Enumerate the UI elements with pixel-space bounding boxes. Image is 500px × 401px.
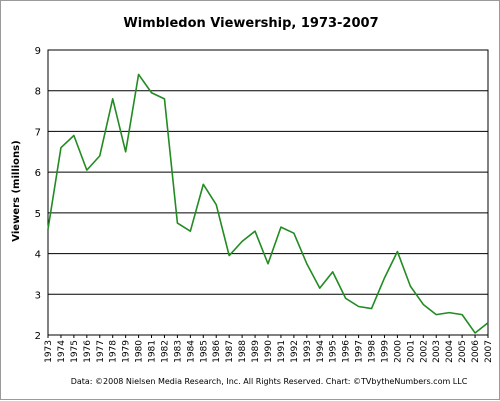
data-point-1981 [150, 91, 153, 94]
x-tick-label: 1991 [277, 340, 287, 363]
data-point-2000 [396, 250, 399, 253]
data-point-1973 [47, 228, 50, 231]
x-tick-label: 1986 [212, 340, 222, 363]
x-tick-label: 1987 [225, 340, 235, 363]
data-point-1978 [111, 97, 114, 100]
y-tick-label: 2 [35, 331, 41, 342]
x-tick-label: 1997 [355, 340, 365, 363]
x-tick-label: 1977 [96, 340, 106, 363]
data-point-1989 [254, 230, 257, 233]
x-tick-label: 1989 [251, 340, 261, 363]
data-point-1999 [383, 277, 386, 280]
data-point-1995 [331, 270, 334, 273]
data-point-1990 [267, 262, 270, 265]
y-tick-label: 6 [35, 168, 41, 179]
x-tick-label: 1996 [342, 340, 352, 363]
x-tick-label: 1973 [44, 340, 54, 363]
data-point-1994 [318, 287, 321, 290]
x-tick-label: 1974 [57, 340, 67, 363]
x-tick-label: 2004 [445, 340, 455, 363]
x-tick-label: 1978 [109, 340, 119, 363]
data-point-2002 [422, 303, 425, 306]
data-point-1996 [344, 297, 347, 300]
data-point-1992 [292, 232, 295, 235]
x-tick-label: 2007 [484, 340, 494, 363]
data-point-2001 [409, 285, 412, 288]
data-point-1977 [98, 154, 101, 157]
y-tick-label: 5 [35, 209, 41, 220]
y-axis-label: Viewers (millions) [11, 140, 22, 241]
data-point-1976 [85, 169, 88, 172]
series-group [47, 73, 490, 334]
data-point-1987 [228, 254, 231, 257]
x-tick-label: 1992 [290, 340, 300, 363]
data-point-2003 [435, 313, 438, 316]
data-point-1997 [357, 305, 360, 308]
x-tick-label: 1998 [368, 340, 378, 363]
data-point-1991 [279, 226, 282, 229]
x-tick-label: 1994 [316, 340, 326, 363]
y-tick-labels: 2 3 4 5 6 7 8 9 [35, 46, 41, 342]
data-point-1988 [241, 240, 244, 243]
data-point-2005 [461, 313, 464, 316]
x-tick-label: 1981 [148, 340, 158, 363]
x-tick-label: 1995 [329, 340, 339, 363]
y-tick-label: 9 [35, 46, 41, 57]
x-tick-label: 1982 [160, 340, 170, 363]
data-point-1980 [137, 73, 140, 76]
data-point-1986 [215, 203, 218, 206]
x-tick-label: 1993 [303, 340, 313, 363]
data-point-1974 [59, 146, 62, 149]
x-tick-label: 1990 [264, 340, 274, 363]
data-point-2007 [487, 321, 490, 324]
plot-area [47, 49, 489, 336]
source-note: Data: ©2008 Nielsen Media Research, Inc.… [71, 377, 468, 386]
x-tick-label: 1988 [238, 340, 248, 363]
data-point-1975 [72, 134, 75, 137]
data-point-1984 [189, 230, 192, 233]
data-point-1983 [176, 222, 179, 225]
data-point-1979 [124, 150, 127, 153]
data-point-1982 [163, 97, 166, 100]
x-tick-label: 2002 [419, 340, 429, 363]
x-tick-label: 2006 [471, 340, 481, 363]
y-tick-label: 3 [35, 290, 41, 301]
x-tick-labels: 1973 1974 1975 1976 1977 1978 1979 1980 1981 1982… [44, 335, 494, 363]
x-tick-label: 1999 [380, 340, 390, 363]
x-tick-label: 1976 [83, 340, 93, 363]
y-tick-label: 7 [35, 127, 41, 138]
x-tick-label: 1979 [122, 340, 132, 363]
y-tick-label: 4 [35, 250, 41, 261]
x-tick-label: 1985 [199, 340, 209, 363]
data-point-2006 [474, 331, 477, 334]
chart-title: Wimbledon Viewership, 1973-2007 [123, 16, 378, 31]
data-point-1985 [202, 183, 205, 186]
series-line [47, 73, 489, 334]
data-point-2004 [448, 311, 451, 314]
y-tick-label: 8 [35, 87, 41, 98]
data-point-1998 [370, 307, 373, 310]
grid-lines [48, 49, 488, 336]
x-tick-label: 2000 [393, 340, 403, 363]
x-tick-label: 2001 [406, 340, 416, 363]
x-tick-label: 2005 [458, 340, 468, 363]
x-tick-label: 1980 [135, 340, 145, 363]
x-tick-label: 1983 [173, 340, 183, 363]
data-point-1993 [305, 262, 308, 265]
x-tick-label: 2003 [432, 340, 442, 363]
x-tick-label: 1984 [186, 340, 196, 363]
x-tick-label: 1975 [70, 340, 80, 363]
